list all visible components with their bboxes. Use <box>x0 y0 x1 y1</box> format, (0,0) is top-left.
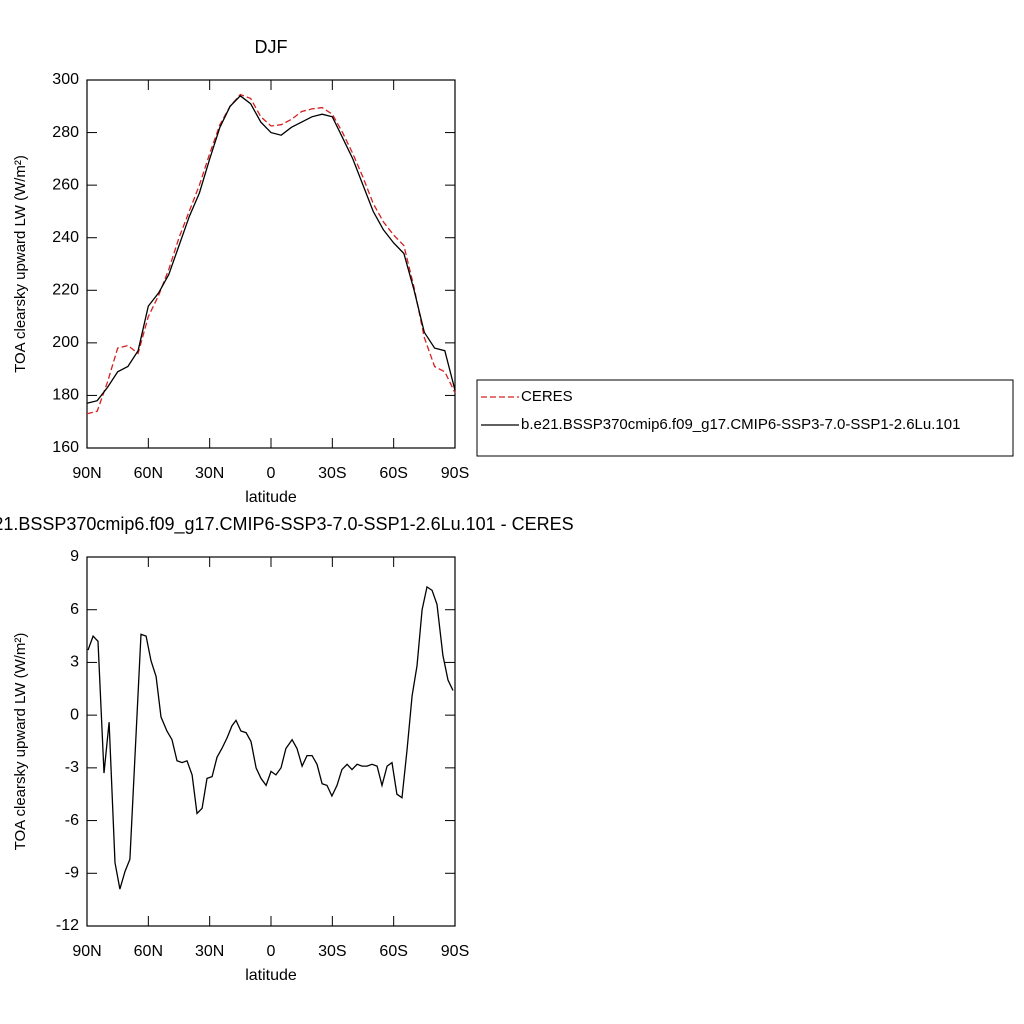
plot-frame <box>86 556 456 927</box>
data-line <box>86 94 456 404</box>
y-tick-label: 9 <box>70 548 79 565</box>
plot-frame <box>86 79 456 449</box>
chart-title: DJF <box>255 37 288 57</box>
legend-label: b.e21.BSSP370cmip6.f09_g17.CMIP6-SSP3-7.… <box>521 416 960 433</box>
x-tick-label: 30S <box>318 465 346 482</box>
x-tick-label: 30S <box>318 943 346 960</box>
y-tick-label: -12 <box>56 917 79 934</box>
y-tick-label: 0 <box>70 706 79 723</box>
x-tick-label: 30N <box>195 943 224 960</box>
x-tick-label: 60S <box>379 465 407 482</box>
data-line <box>87 585 454 890</box>
x-tick-label: 90S <box>441 465 469 482</box>
y-tick-label: 220 <box>52 282 79 299</box>
y-tick-label: 160 <box>52 439 79 456</box>
y-axis-label: TOA clearsky upward LW (W/m²) <box>12 155 29 373</box>
x-axis-label: latitude <box>245 967 297 984</box>
y-tick-label: 6 <box>70 601 79 618</box>
legend-label: CERES <box>521 388 573 405</box>
data-line <box>86 93 456 415</box>
y-tick-label: 240 <box>52 229 79 246</box>
y-tick-label: 200 <box>52 334 79 351</box>
y-tick-label: 260 <box>52 176 79 193</box>
x-tick-label: 90S <box>441 943 469 960</box>
x-tick-label: 90N <box>72 943 101 960</box>
x-tick-label: 0 <box>267 465 276 482</box>
y-tick-label: 3 <box>70 654 79 671</box>
x-tick-label: 0 <box>267 943 276 960</box>
x-tick-label: 60S <box>379 943 407 960</box>
x-tick-label: 60N <box>134 943 163 960</box>
y-tick-label: 280 <box>52 124 79 141</box>
y-tick-label: -6 <box>65 812 79 829</box>
legend-box <box>476 379 1014 457</box>
y-tick-label: 180 <box>52 387 79 404</box>
x-tick-label: 30N <box>195 465 224 482</box>
x-tick-label: 90N <box>72 465 101 482</box>
y-tick-label: 300 <box>52 71 79 88</box>
y-axis-label: TOA clearsky upward LW (W/m²) <box>12 633 29 851</box>
y-tick-label: -3 <box>65 759 79 776</box>
y-tick-label: -9 <box>65 865 79 882</box>
chart-title: b.e21.BSSP370cmip6.f09_g17.CMIP6-SSP3-7.… <box>0 514 574 535</box>
x-axis-label: latitude <box>245 489 297 506</box>
x-tick-label: 60N <box>134 465 163 482</box>
